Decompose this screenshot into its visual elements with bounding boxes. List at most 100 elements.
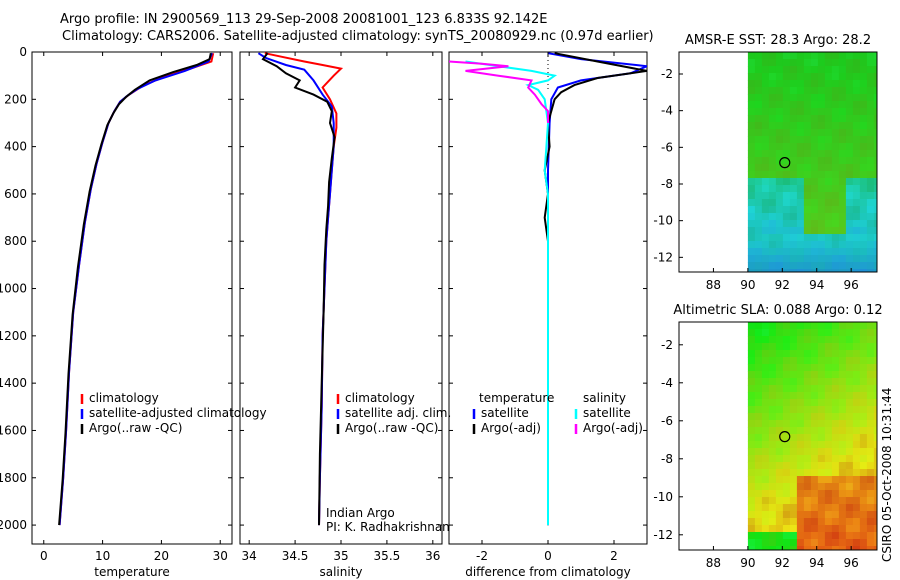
altimetric_sla-heatmap-cell [810, 539, 819, 547]
altimetric_sla-heatmap-cell [768, 462, 777, 470]
altimetric_sla-heatmap-cell [796, 350, 805, 358]
amsr_sst-heatmap-cell [852, 101, 861, 109]
amsr_sst-heatmap-cell [754, 234, 763, 242]
amsr_sst-heatmap-cell [782, 143, 791, 151]
altimetric_sla-heatmap-cell [754, 371, 763, 379]
amsr_sst-heatmap-cell [852, 52, 861, 60]
altimetric_sla-heatmap-cell [824, 511, 833, 519]
altimetric_sla-heatmap-cell [852, 476, 861, 484]
amsr_sst-heatmap-cell [768, 234, 777, 242]
altimetric_sla-heatmap-cell [859, 483, 868, 491]
altimetric_sla-heatmap-cell [817, 357, 826, 365]
amsr_sst-heatmap-cell [754, 199, 763, 207]
altimetric_sla-heatmap-cell [789, 336, 798, 344]
salinity-annotation-line-2: PI: K. Radhakrishnan [326, 520, 450, 534]
altimetric_sla-heatmap-cell [810, 546, 819, 550]
amsr_sst-heatmap-cell [873, 94, 877, 102]
amsr_sst-heatmap-cell [873, 248, 877, 256]
amsr_sst-heatmap-cell [852, 178, 861, 186]
amsr_sst-heatmap-cell [789, 94, 798, 102]
amsr_sst-heatmap-cell [782, 122, 791, 130]
amsr_sst-heatmap-cell [817, 199, 826, 207]
amsr_sst-heatmap-cell [775, 206, 784, 214]
amsr_sst-heatmap-cell [873, 115, 877, 123]
altimetric_sla-heatmap-cell [838, 518, 847, 526]
altimetric_sla-heatmap-cell [810, 427, 819, 435]
altimetric_sla-heatmap-cell [831, 385, 840, 393]
altimetric_sla-heatmap-cell [803, 343, 812, 351]
amsr_sst-heatmap-cell [775, 87, 784, 95]
altimetric_sla-heatmap-cell [859, 476, 868, 484]
amsr_sst-heatmap-cell [866, 108, 875, 116]
altimetric_sla-heatmap-cell [747, 469, 756, 477]
altimetric_sla-heatmap-cell [789, 483, 798, 491]
difference-legend-salinity-0-label: satellite [583, 406, 631, 420]
amsr_sst-heatmap-cell [873, 185, 877, 193]
amsr_sst-heatmap-cell [859, 227, 868, 235]
amsr_sst-heatmap-cell [768, 143, 777, 151]
amsr_sst-heatmap-cell [803, 206, 812, 214]
amsr_sst-heatmap-cell [824, 101, 833, 109]
altimetric_sla-heatmap-cell [866, 511, 875, 519]
altimetric_sla-heatmap-cell [747, 399, 756, 407]
altimetric_sla-heatmap-cell [810, 504, 819, 512]
amsr_sst-heatmap-cell [796, 227, 805, 235]
altimetric_sla-heatmap-cell [845, 497, 854, 505]
altimetric_sla-heatmap-cell [866, 336, 875, 344]
amsr_sst-heatmap-cell [852, 80, 861, 88]
altimetric_sla-heatmap-cell [866, 378, 875, 386]
amsr_sst-heatmap-cell [838, 59, 847, 67]
altimetric_sla-heatmap-cell [761, 546, 770, 550]
amsr_sst-heatmap-cell [747, 101, 756, 109]
amsr_sst-heatmap-cell [747, 185, 756, 193]
altimetric_sla-heatmap-cell [754, 385, 763, 393]
altimetric_sla-heatmap-cell [775, 483, 784, 491]
amsr_sst-heatmap-cell [824, 199, 833, 207]
altimetric_sla-heatmap-cell [761, 378, 770, 386]
altimetric_sla-heatmap-cell [859, 364, 868, 372]
amsr_sst-heatmap-cell [754, 80, 763, 88]
amsr_sst-heatmap-cell [754, 122, 763, 130]
altimetric_sla-xtick-label: 92 [775, 556, 790, 570]
amsr_sst-heatmap-cell [754, 178, 763, 186]
amsr_sst-heatmap-cell [789, 136, 798, 144]
amsr_sst-heatmap-cell [866, 59, 875, 67]
amsr_sst-heatmap-cell [866, 136, 875, 144]
altimetric_sla-heatmap-cell [803, 546, 812, 550]
altimetric_sla-heatmap-cell [845, 329, 854, 337]
amsr_sst-heatmap-cell [796, 241, 805, 249]
amsr_sst-heatmap-cell [817, 241, 826, 249]
altimetric_sla-heatmap-cell [859, 378, 868, 386]
amsr_sst-heatmap-cell [866, 269, 875, 272]
altimetric_sla-heatmap-cell [831, 427, 840, 435]
altimetric_sla-heatmap-cell [775, 518, 784, 526]
salinity-legend-entry-0-label: climatology [345, 391, 415, 405]
amsr_sst-heatmap-cell [810, 192, 819, 200]
amsr_sst-heatmap-cell [768, 52, 777, 60]
altimetric_sla-heatmap-cell [817, 329, 826, 337]
amsr_sst-heatmap-cell [789, 220, 798, 228]
altimetric_sla-heatmap-cell [845, 350, 854, 358]
amsr_sst-heatmap-cell [866, 87, 875, 95]
altimetric_sla-heatmap-cell [845, 469, 854, 477]
altimetric_sla-heatmap-cell [831, 483, 840, 491]
altimetric_sla-heatmap-cell [803, 336, 812, 344]
altimetric_sla-heatmap-cell [747, 385, 756, 393]
altimetric_sla-heatmap-cell [866, 371, 875, 379]
amsr_sst-heatmap-cell [810, 178, 819, 186]
altimetric_sla-heatmap-cell [761, 322, 770, 330]
altimetric_sla-heatmap-cell [775, 504, 784, 512]
amsr_sst-heatmap-cell [768, 73, 777, 81]
altimetric_sla-xtick-label: 90 [740, 556, 755, 570]
amsr_sst-heatmap-cell [824, 94, 833, 102]
altimetric_sla-heatmap-cell [775, 546, 784, 550]
amsr_sst-heatmap-cell [775, 101, 784, 109]
altimetric_sla-heatmap-cell [810, 518, 819, 526]
altimetric_sla-heatmap-cell [803, 378, 812, 386]
amsr_sst-heatmap-cell [817, 59, 826, 67]
difference-legend-header-salinity: salinity [583, 391, 626, 405]
altimetric_sla-heatmap-cell [838, 350, 847, 358]
difference-series-line-3 [449, 60, 549, 123]
altimetric_sla-heatmap-cell [824, 406, 833, 414]
amsr_sst-heatmap-cell [782, 171, 791, 179]
